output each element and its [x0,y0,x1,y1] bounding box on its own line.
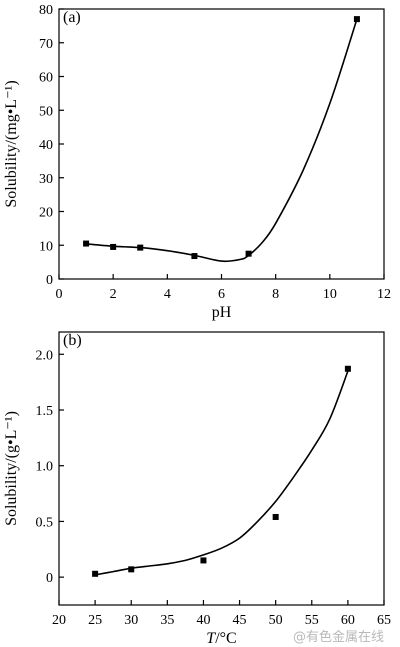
watermark: @有色金属在线 [293,629,384,645]
y-axis-label: Solubility/(g•L⁻¹) [3,411,20,526]
x-tick-label: 2 [110,287,117,302]
y-tick-label: 30 [39,172,53,187]
data-point [344,365,351,372]
x-tick-label: 12 [377,287,391,302]
y-tick-label: 0 [46,571,53,586]
y-tick-label: 60 [39,71,53,86]
panel-label: (a) [63,9,81,26]
y-tick-label: 0.5 [36,515,54,530]
data-point [245,250,252,257]
y-tick-label: 80 [39,3,53,18]
panel-label: (b) [63,332,82,349]
x-tick-label: 6 [218,287,225,302]
data-point [137,244,144,251]
x-tick-label: 10 [323,287,337,302]
y-axis-label: Solubility/(mg•L⁻¹) [3,80,20,207]
x-tick-label: 4 [164,287,171,302]
x-axis-label: T/°C [206,630,236,647]
fit-curve [94,370,349,576]
y-tick-label: 0 [46,273,53,288]
y-tick-label: 1.5 [36,404,54,419]
x-tick-label: 25 [88,613,102,628]
x-tick-label: 35 [160,613,174,628]
y-tick-label: 40 [39,138,53,153]
data-point [353,16,360,23]
y-tick-label: 50 [39,104,53,119]
y-tick-label: 20 [39,206,53,221]
x-tick-label: 8 [272,287,279,302]
data-point [128,566,135,573]
x-tick-label: 60 [341,613,355,628]
x-tick-label: 20 [52,613,66,628]
data-point [200,557,207,564]
plot-frame [58,8,385,280]
x-axis-label: pH [212,304,232,321]
x-tick-label: 45 [233,613,247,628]
y-tick-label: 70 [39,37,53,52]
plot-frame [58,331,385,606]
y-tick-label: 1.0 [36,460,54,475]
fit-curve [86,18,358,263]
data-point [191,253,198,260]
data-point [83,240,90,247]
x-tick-label: 55 [305,613,319,628]
x-tick-label: 65 [377,613,391,628]
panel-a: 0 10 20 30 40 50 60 70 80 0 2 4 6 8 10 12 pH Solubility/(… [3,3,391,321]
x-tick-label: 30 [124,613,138,628]
panel-b: 0 0.5 1.0 1.5 2.0 20 25 30 35 40 45 50 55 60 65 T/°C Sol… [3,331,391,647]
x-tick-label: 40 [196,613,210,628]
x-tick-label: 0 [56,287,63,302]
data-point [110,243,117,250]
data-point [272,513,279,520]
y-tick-label: 10 [39,239,53,254]
data-point [92,570,99,577]
x-tick-label: 50 [269,613,283,628]
y-tick-label: 2.0 [36,348,54,363]
